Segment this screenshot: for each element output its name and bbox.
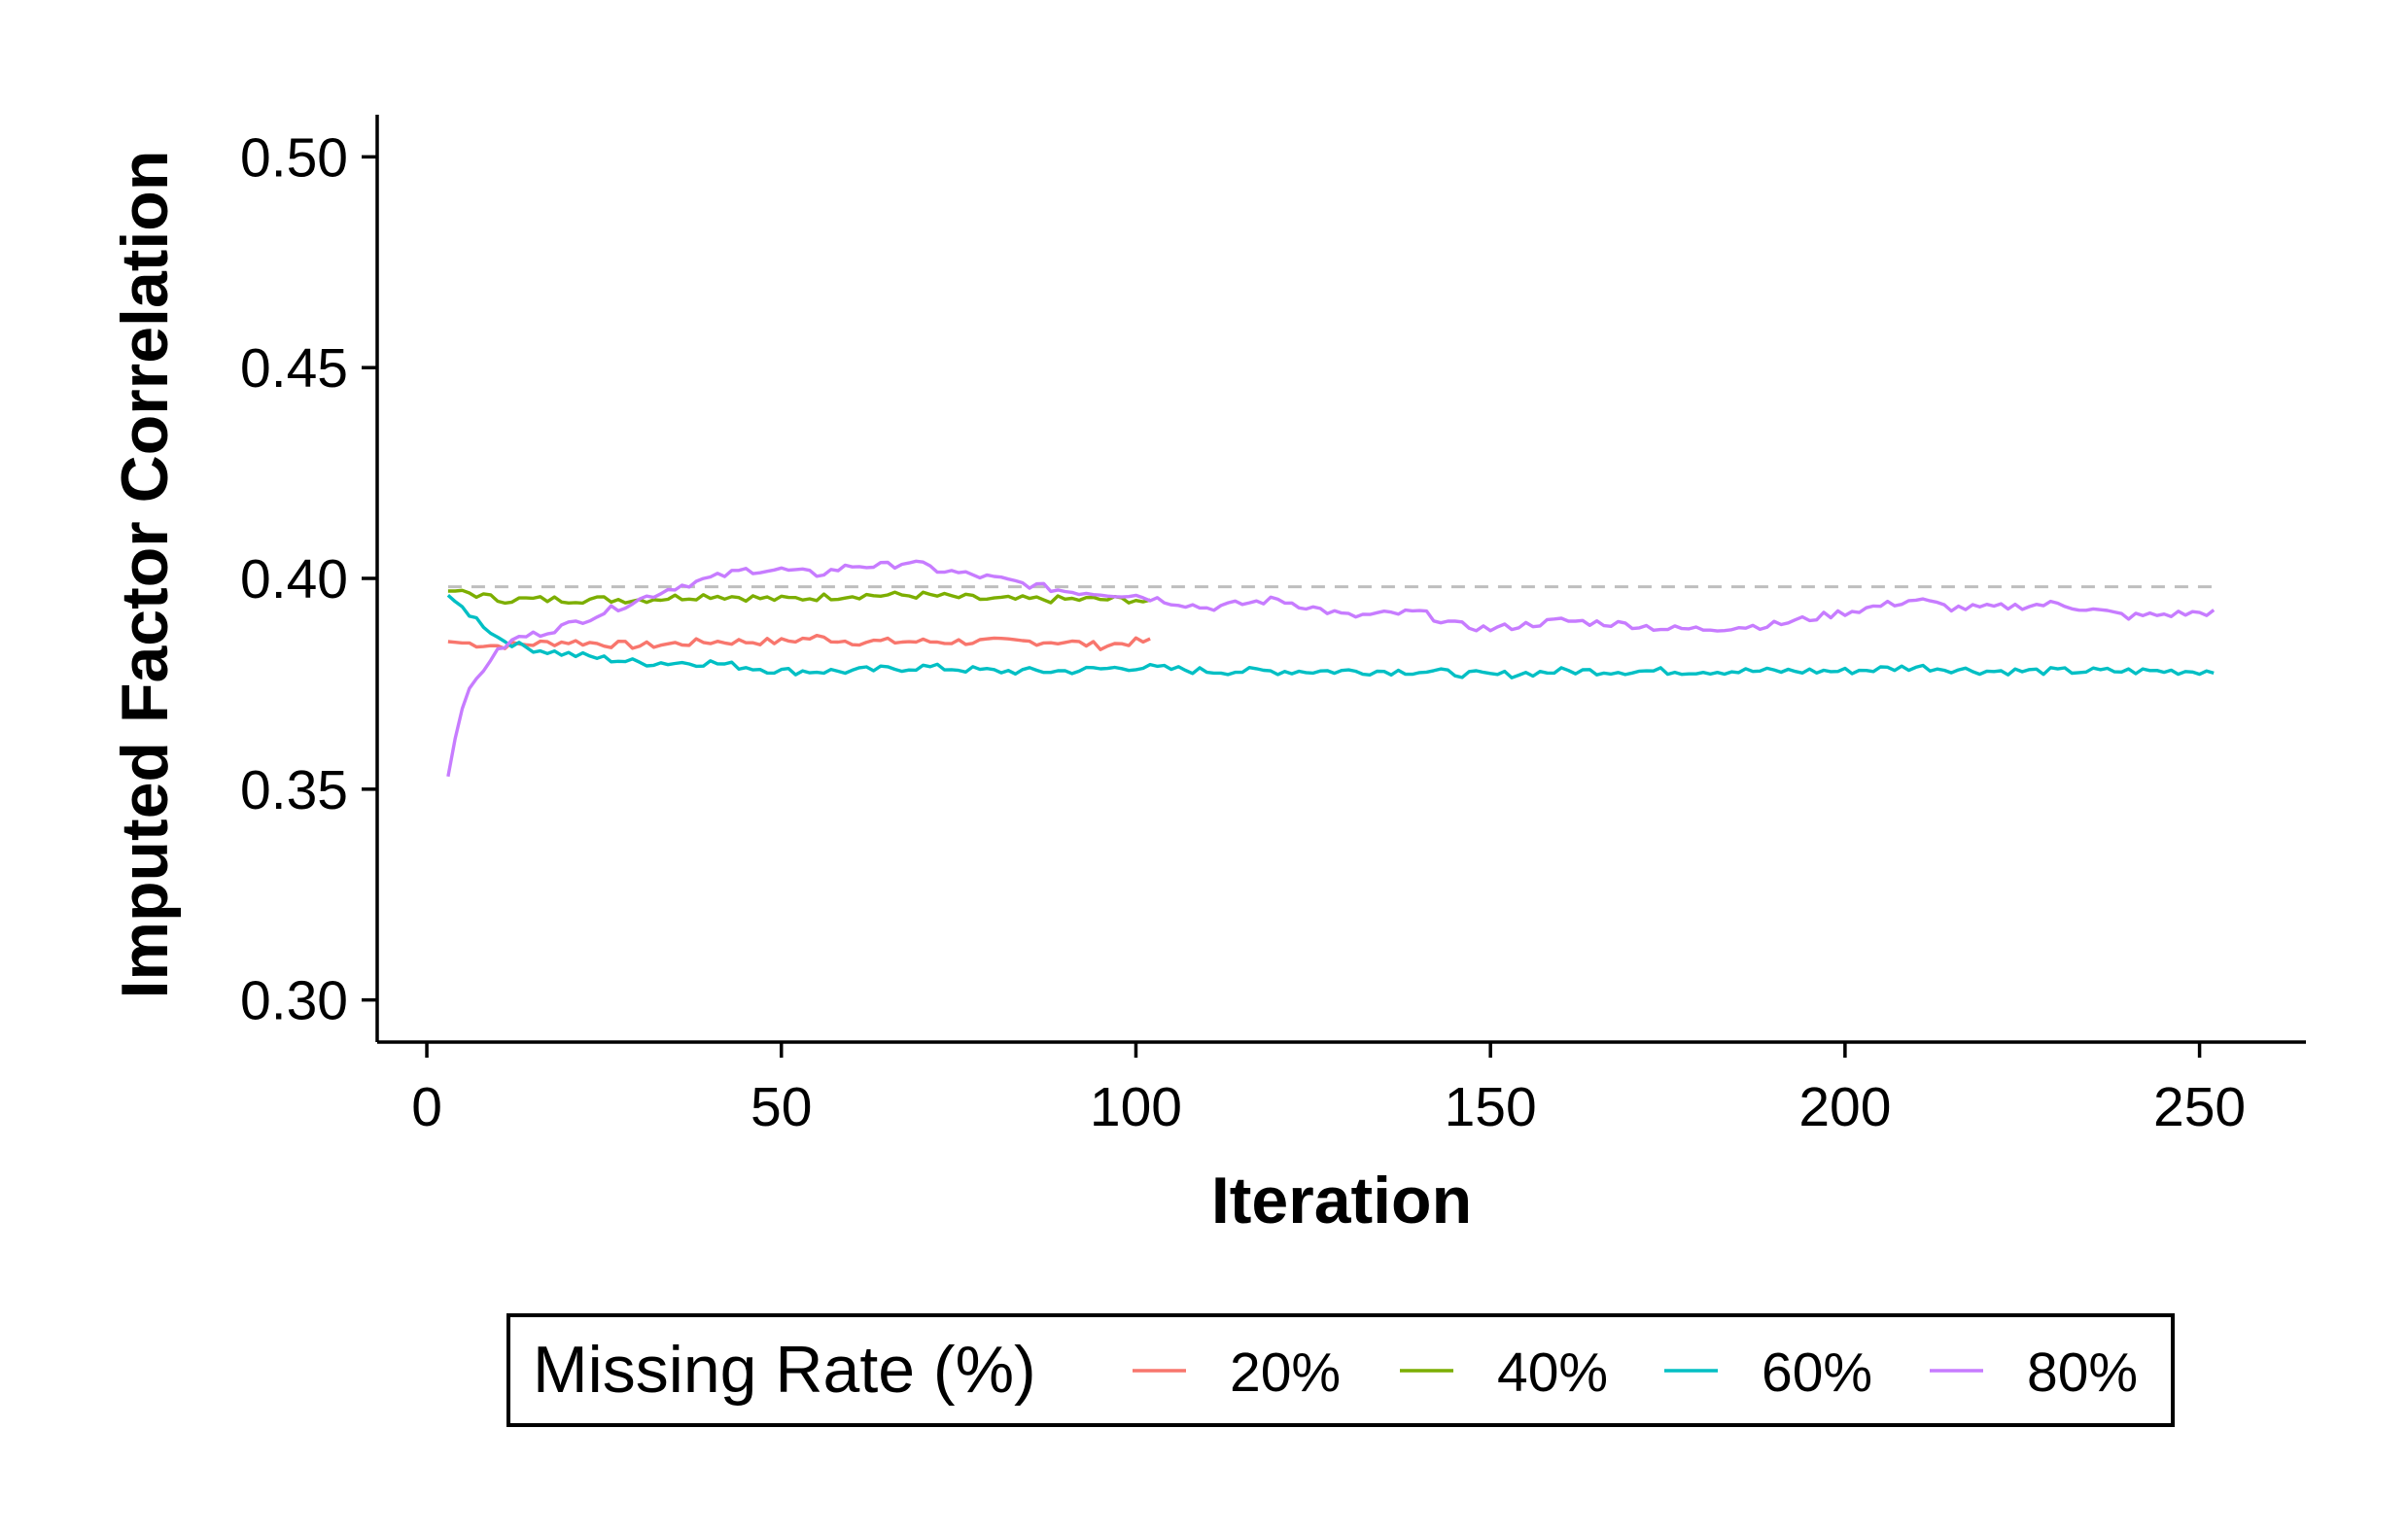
legend-label: 60%: [1762, 1341, 1872, 1404]
y-axis-title: Imputed Factor Correlation: [108, 151, 182, 999]
plot-area: [446, 559, 2216, 778]
x-tick-label: 50: [750, 1076, 812, 1138]
x-tick-label: 150: [1445, 1076, 1537, 1138]
legend: Missing Rate (%) 20% 40% 60% 80%: [506, 1313, 2175, 1427]
series-layer: [446, 559, 2216, 778]
legend-label: 20%: [1230, 1341, 1341, 1404]
legend-label: 40%: [1497, 1341, 1608, 1404]
axes: 0.30 0.35 0.40 0.45 0.50 0 50 100 150 200 250: [240, 115, 2306, 1138]
legend-title: Missing Rate (%): [533, 1333, 1036, 1407]
y-tick-label: 0.30: [240, 970, 348, 1032]
y-tick-label: 0.35: [240, 759, 348, 821]
series-line-80pct: [446, 559, 2216, 778]
x-tick-label: 200: [1798, 1076, 1891, 1138]
y-tick-label: 0.45: [240, 337, 348, 400]
x-tick-label: 0: [411, 1076, 442, 1138]
legend-items: 20% 40% 60% 80%: [1133, 1341, 2138, 1404]
y-tick-label: 0.40: [240, 548, 348, 610]
x-tick-label: 250: [2153, 1076, 2246, 1138]
series-line-20pct: [447, 634, 1151, 651]
y-tick-label: 0.50: [240, 126, 348, 189]
x-tick-label: 100: [1090, 1076, 1182, 1138]
y-axis-ticks: 0.30 0.35 0.40 0.45 0.50: [240, 126, 377, 1032]
x-axis-title: Iteration: [1211, 1164, 1472, 1237]
x-axis-ticks: 0 50 100 150 200 250: [411, 1042, 2246, 1138]
legend-label: 80%: [2027, 1341, 2138, 1404]
series-line-60pct: [446, 594, 2215, 679]
legend-box: [506, 1313, 2175, 1427]
series-line-40pct: [447, 588, 1151, 606]
